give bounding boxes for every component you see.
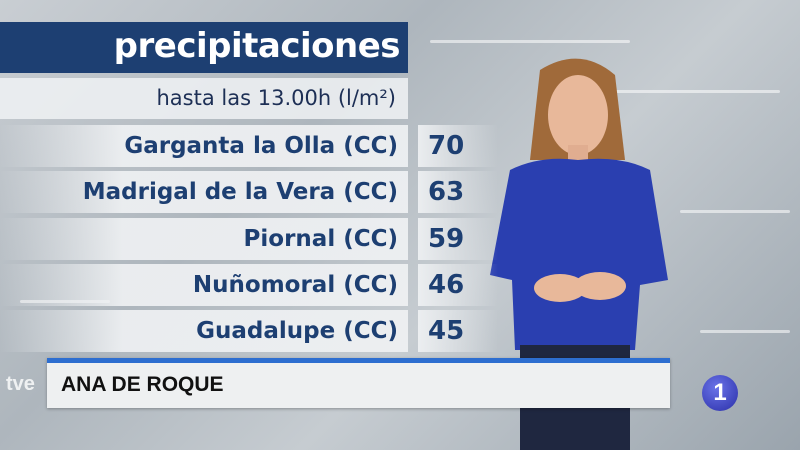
presenter-figure <box>490 58 668 450</box>
precipitation-row: Guadalupe (CC) 45 <box>0 310 500 352</box>
channel-logo: 1 <box>702 375 738 411</box>
graphic-subtitle: hasta las 13.00h (l/m²) <box>0 78 408 119</box>
place-name: Nuñomoral (CC) <box>0 264 408 306</box>
place-name: Guadalupe (CC) <box>0 310 408 352</box>
place-name: Garganta la Olla (CC) <box>0 125 408 167</box>
rain-streak <box>430 40 630 43</box>
precipitation-value: 70 <box>418 125 498 167</box>
tve-watermark-logo: tve <box>6 373 35 395</box>
place-name: Piornal (CC) <box>0 218 408 260</box>
precipitation-value: 46 <box>418 264 498 306</box>
place-name: Madrigal de la Vera (CC) <box>0 171 408 213</box>
precipitation-value: 63 <box>418 171 498 213</box>
lower-third: ANA DE ROQUE <box>47 358 670 408</box>
rain-streak <box>700 330 790 333</box>
presenter-name: ANA DE ROQUE <box>61 373 224 396</box>
precipitation-row: Nuñomoral (CC) 46 <box>0 264 500 306</box>
graphic-title: precipitaciones <box>0 22 408 73</box>
precipitation-row: Garganta la Olla (CC) 70 <box>0 125 500 167</box>
precipitation-value: 45 <box>418 310 498 352</box>
precipitation-value: 59 <box>418 218 498 260</box>
precipitation-row: Piornal (CC) 59 <box>0 218 500 260</box>
rain-streak <box>600 90 780 93</box>
precipitation-row: Madrigal de la Vera (CC) 63 <box>0 171 500 213</box>
rain-streak <box>680 210 790 213</box>
